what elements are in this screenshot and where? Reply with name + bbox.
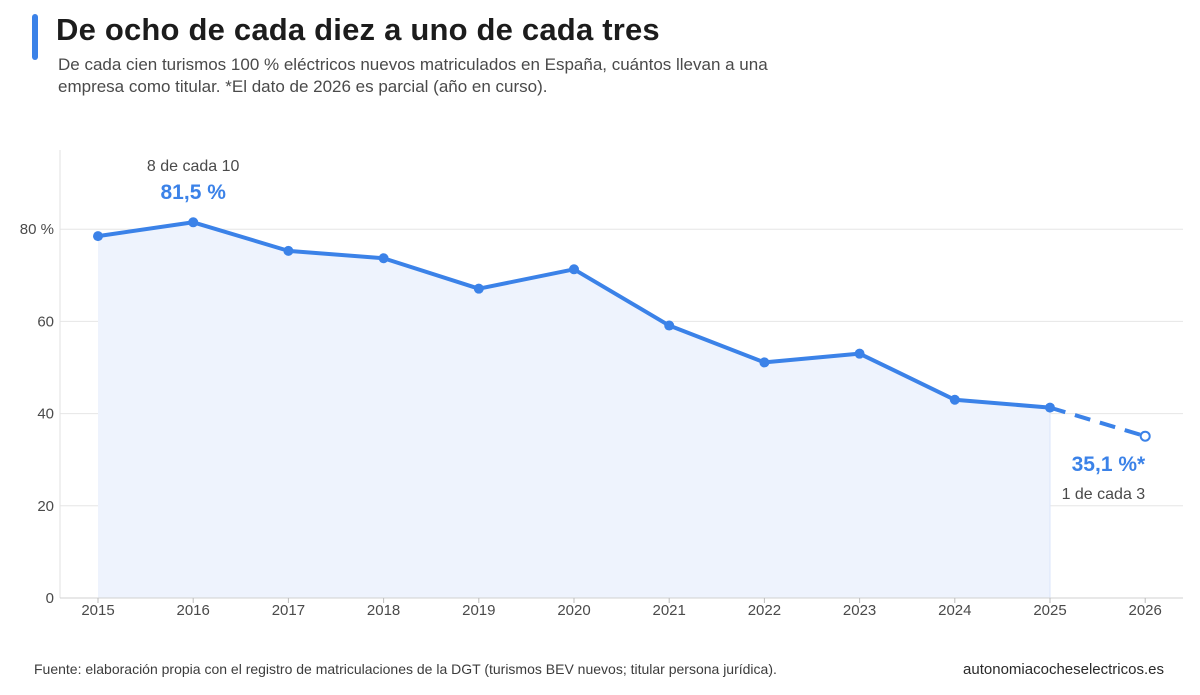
peak-annotation-caption: 8 de cada 10 — [147, 158, 240, 175]
data-point — [188, 217, 199, 228]
x-tick-label: 2025 — [1033, 602, 1066, 619]
data-point — [569, 264, 579, 275]
last-annotation-caption: 1 de cada 3 — [1062, 486, 1146, 503]
data-point — [378, 253, 389, 264]
chart-title: De ocho de cada diez a uno de cada tres — [56, 12, 660, 47]
data-point — [664, 320, 675, 331]
data-point — [854, 348, 865, 359]
series-line-partial — [1049, 405, 1146, 439]
y-tick-label: 60 — [37, 313, 54, 330]
area-fill — [98, 222, 1050, 598]
data-point — [283, 245, 294, 256]
data-point-partial — [1139, 430, 1151, 442]
x-tick-label: 2020 — [557, 602, 590, 619]
x-tick-label: 2022 — [748, 602, 781, 619]
data-point — [473, 283, 484, 294]
x-tick-label: 2018 — [367, 602, 400, 619]
data-point — [1045, 402, 1055, 413]
x-tick-label: 2023 — [843, 602, 876, 619]
data-point — [93, 231, 103, 242]
data-point — [949, 394, 960, 405]
y-tick-label: 20 — [37, 498, 54, 515]
data-points — [93, 217, 1151, 442]
y-tick-label: 80 % — [20, 221, 54, 238]
y-tick-label: 0 — [46, 590, 54, 607]
title-accent-bar — [32, 14, 38, 60]
x-tick-label: 2024 — [938, 602, 971, 619]
x-axis-ticks: 2015 2016 2017 2018 2019 2020 2021 2022 2023 2024… — [81, 598, 1162, 619]
x-tick-label: 2026 — [1129, 602, 1162, 619]
footer-source: Fuente: elaboración propia con el regist… — [34, 661, 777, 677]
y-axis-ticks: 0 20 40 60 80 % — [20, 221, 54, 607]
data-point — [759, 357, 770, 368]
chart-subtitle: De cada cien turismos 100 % eléctricos n… — [58, 55, 768, 96]
y-tick-label: 40 — [37, 406, 54, 423]
x-tick-label: 2015 — [81, 602, 114, 619]
x-tick-label: 2021 — [653, 602, 686, 619]
x-tick-label: 2017 — [272, 602, 305, 619]
last-annotation-value: 35,1 %* — [1072, 453, 1146, 476]
peak-annotation-value: 81,5 % — [161, 181, 227, 204]
x-tick-label: 2019 — [462, 602, 495, 619]
x-tick-label: 2016 — [177, 602, 210, 619]
footer-site: autonomiacocheselectricos.es — [963, 661, 1164, 678]
